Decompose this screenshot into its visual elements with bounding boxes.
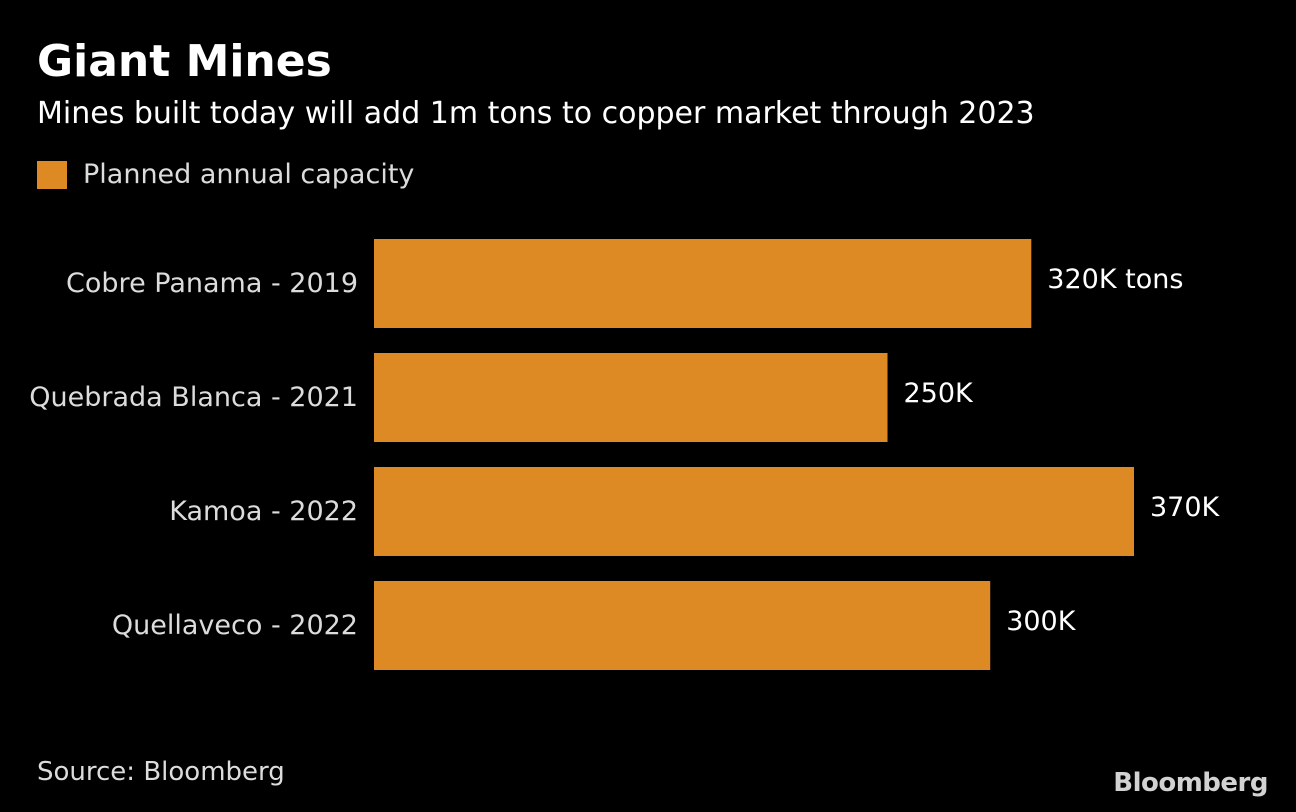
bar-chart: Cobre Panama - 2019 320K tons Quebrada Bla…: [29, 239, 1221, 670]
category-label: Quebrada Blanca - 2021: [29, 382, 358, 413]
data-label: 370K: [1150, 492, 1221, 523]
bar: [374, 467, 1134, 556]
data-label: 320K tons: [1047, 264, 1183, 295]
data-label: 300K: [1006, 606, 1077, 637]
bar: [374, 353, 888, 442]
category-label: Kamoa - 2022: [169, 496, 358, 527]
bar: [374, 239, 1032, 328]
legend-swatch: [37, 161, 67, 189]
data-label: 250K: [904, 378, 975, 409]
legend-label: Planned annual capacity: [83, 159, 415, 190]
bloomberg-logo: Bloomberg: [1113, 768, 1268, 798]
category-label: Cobre Panama - 2019: [66, 268, 358, 299]
bar: [374, 581, 991, 670]
legend: Planned annual capacity: [37, 157, 414, 193]
chart-title: Giant Mines: [37, 36, 332, 87]
category-label: Quellaveco - 2022: [112, 610, 358, 641]
source-note: Source: Bloomberg: [37, 757, 285, 787]
chart-subtitle: Mines built today will add 1m tons to co…: [37, 96, 1035, 131]
